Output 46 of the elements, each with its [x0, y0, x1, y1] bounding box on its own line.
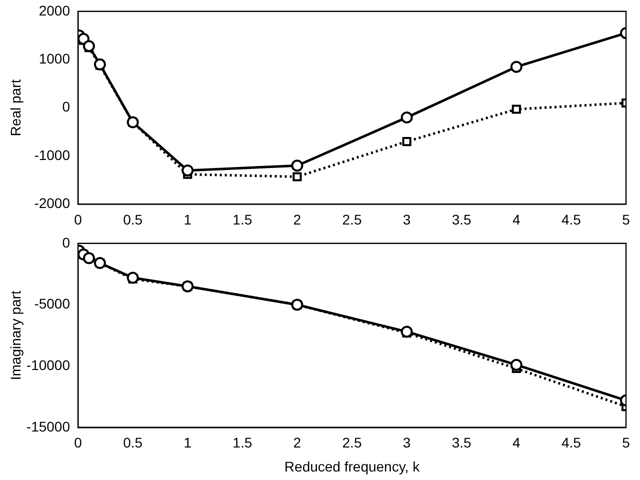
x-tick-label: 4	[512, 211, 520, 228]
x-tick-label: 2.5	[342, 211, 362, 228]
point	[82, 40, 95, 52]
x-tick-label: 0.5	[123, 434, 143, 451]
point	[292, 172, 302, 182]
y-tick-label: -5000	[34, 296, 70, 312]
x-tick-label: 0.5	[123, 211, 143, 228]
y-tick-label: -10000	[26, 356, 70, 373]
x-tick-label: 4.5	[561, 434, 582, 451]
x-tick-label: 5	[622, 434, 630, 451]
y-tick-label: 1000	[38, 50, 70, 66]
x-axis-title: Reduced frequency, k	[284, 458, 421, 474]
x-tick-label: 4.5	[561, 211, 582, 228]
point	[402, 137, 412, 146]
y-tick-label: -2000	[34, 195, 70, 212]
y-tick-label: -15000	[26, 418, 70, 434]
point	[126, 272, 139, 284]
x-tick-label: 1.5	[232, 434, 252, 451]
point	[510, 60, 522, 73]
point	[182, 164, 194, 176]
point	[291, 160, 304, 172]
y-tick-label: 2000	[38, 2, 70, 18]
y-tick-label: 0	[62, 98, 70, 115]
point	[400, 326, 413, 338]
point	[400, 111, 413, 124]
x-tick-label: 1	[184, 211, 192, 228]
point	[510, 358, 522, 371]
x-tick-label: 0	[74, 211, 82, 228]
x-tick-label: 5	[622, 211, 630, 228]
x-tick-label: 4	[512, 434, 520, 451]
y-tick-label: -1000	[34, 146, 70, 163]
y-axis-title: Real part	[7, 79, 24, 136]
x-tick-label: 1.5	[232, 211, 252, 228]
point	[512, 104, 521, 114]
x-tick-label: 0	[74, 434, 82, 451]
x-tick-label: 3.5	[452, 434, 472, 451]
x-tick-label: 2.5	[342, 434, 362, 451]
x-tick-label: 3.5	[452, 211, 472, 228]
x-tick-label: 3	[402, 211, 411, 228]
x-tick-label: 2	[293, 434, 302, 451]
x-tick-label: 3	[402, 434, 411, 451]
y-axis-title: Imaginary part	[7, 290, 24, 380]
x-tick-label: 2	[293, 211, 302, 228]
x-tick-label: 1	[184, 434, 192, 451]
y-tick-label: 0	[62, 234, 70, 250]
point	[94, 58, 106, 70]
